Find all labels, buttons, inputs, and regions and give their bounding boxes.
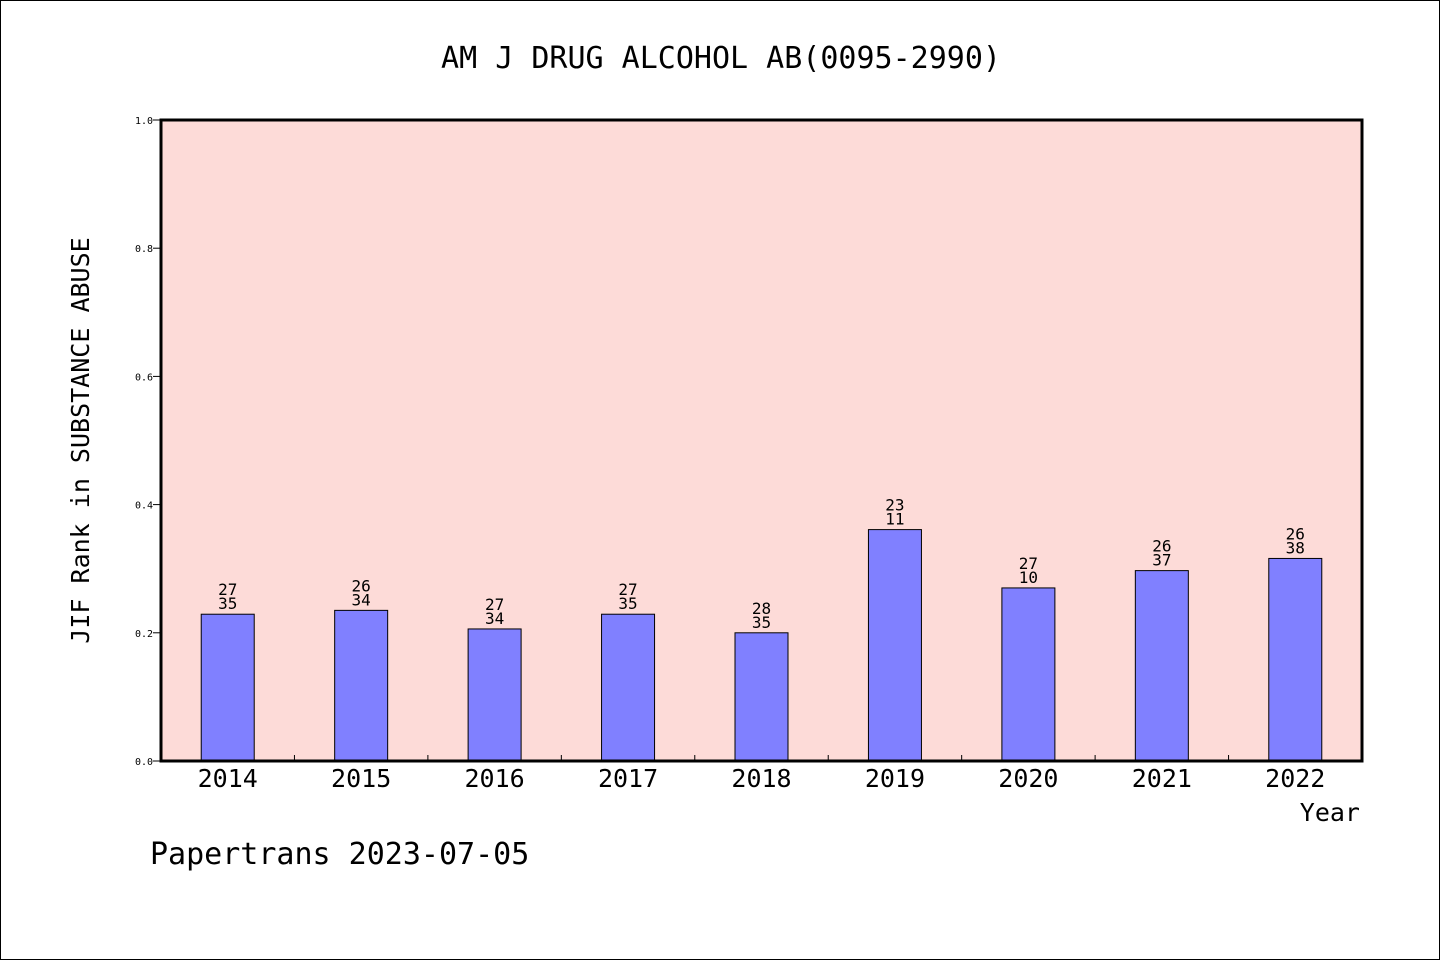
bar-label-rank: 26 (1286, 524, 1305, 543)
bar-2015 (334, 609, 389, 762)
x-axis-label: Year (1300, 798, 1360, 827)
bar-label-total: 35 (218, 594, 237, 613)
bar-label-rank: 27 (618, 580, 637, 599)
bar-label-rank: 23 (885, 496, 904, 515)
bar-label-total: 11 (885, 510, 904, 529)
x-tick-label: 2021 (1132, 764, 1192, 793)
bar-label-total: 10 (1019, 568, 1038, 587)
y-tick-label: 1.0 (135, 116, 153, 127)
x-tick-label: 2014 (198, 764, 258, 793)
bar-label-total: 34 (485, 609, 504, 628)
bar-2021 (1134, 570, 1189, 762)
bar-2014 (200, 613, 255, 762)
bar-label-total: 37 (1152, 551, 1171, 570)
bar-label-rank: 26 (1152, 537, 1171, 556)
bar-label-rank: 28 (752, 599, 771, 618)
bar-label-total: 35 (618, 594, 637, 613)
bar-label-rank: 27 (218, 580, 237, 599)
x-tick-label: 2016 (465, 764, 525, 793)
bar-2016 (467, 628, 522, 762)
x-tick-label: 2018 (731, 764, 791, 793)
y-tick-label: 0.0 (135, 757, 153, 768)
bar-label-total: 38 (1286, 538, 1305, 557)
x-tick-label: 2019 (865, 764, 925, 793)
x-tick-label: 2022 (1265, 764, 1325, 793)
bar-label-rank: 27 (485, 595, 504, 614)
bar-label-rank: 27 (1019, 554, 1038, 573)
y-axis: 0.0 0.2 0.4 0.6 0.8 1.0 (135, 116, 161, 768)
bar-2018 (734, 632, 789, 762)
bar-2017 (601, 613, 656, 762)
bar-2020 (1001, 587, 1056, 762)
bar-2019 (867, 529, 922, 762)
y-tick-label: 0.2 (135, 629, 153, 640)
y-axis-label: JIF Rank in SUBSTANCE ABUSE (66, 237, 95, 643)
x-tick-label: 2020 (998, 764, 1058, 793)
x-tick-label: 2017 (598, 764, 658, 793)
watermark-text: Papertrans 2023-07-05 (150, 837, 529, 872)
y-tick-label: 0.8 (135, 244, 153, 255)
plot-border (159, 118, 1364, 763)
bar-label-rank: 26 (352, 576, 371, 595)
y-tick-label: 0.4 (135, 501, 153, 512)
x-tick-label: 2015 (331, 764, 391, 793)
bar-2022 (1268, 557, 1323, 762)
bar-label-total: 34 (352, 590, 371, 609)
bar-label-total: 35 (752, 613, 771, 632)
bar-series (200, 529, 1323, 762)
y-tick-label: 0.6 (135, 372, 153, 383)
x-axis: 2014 2015 2016 2017 2018 2019 2020 2021 2022 (198, 755, 1325, 793)
chart-title: AM J DRUG ALCOHOL AB(0095-2990) (441, 41, 1001, 76)
